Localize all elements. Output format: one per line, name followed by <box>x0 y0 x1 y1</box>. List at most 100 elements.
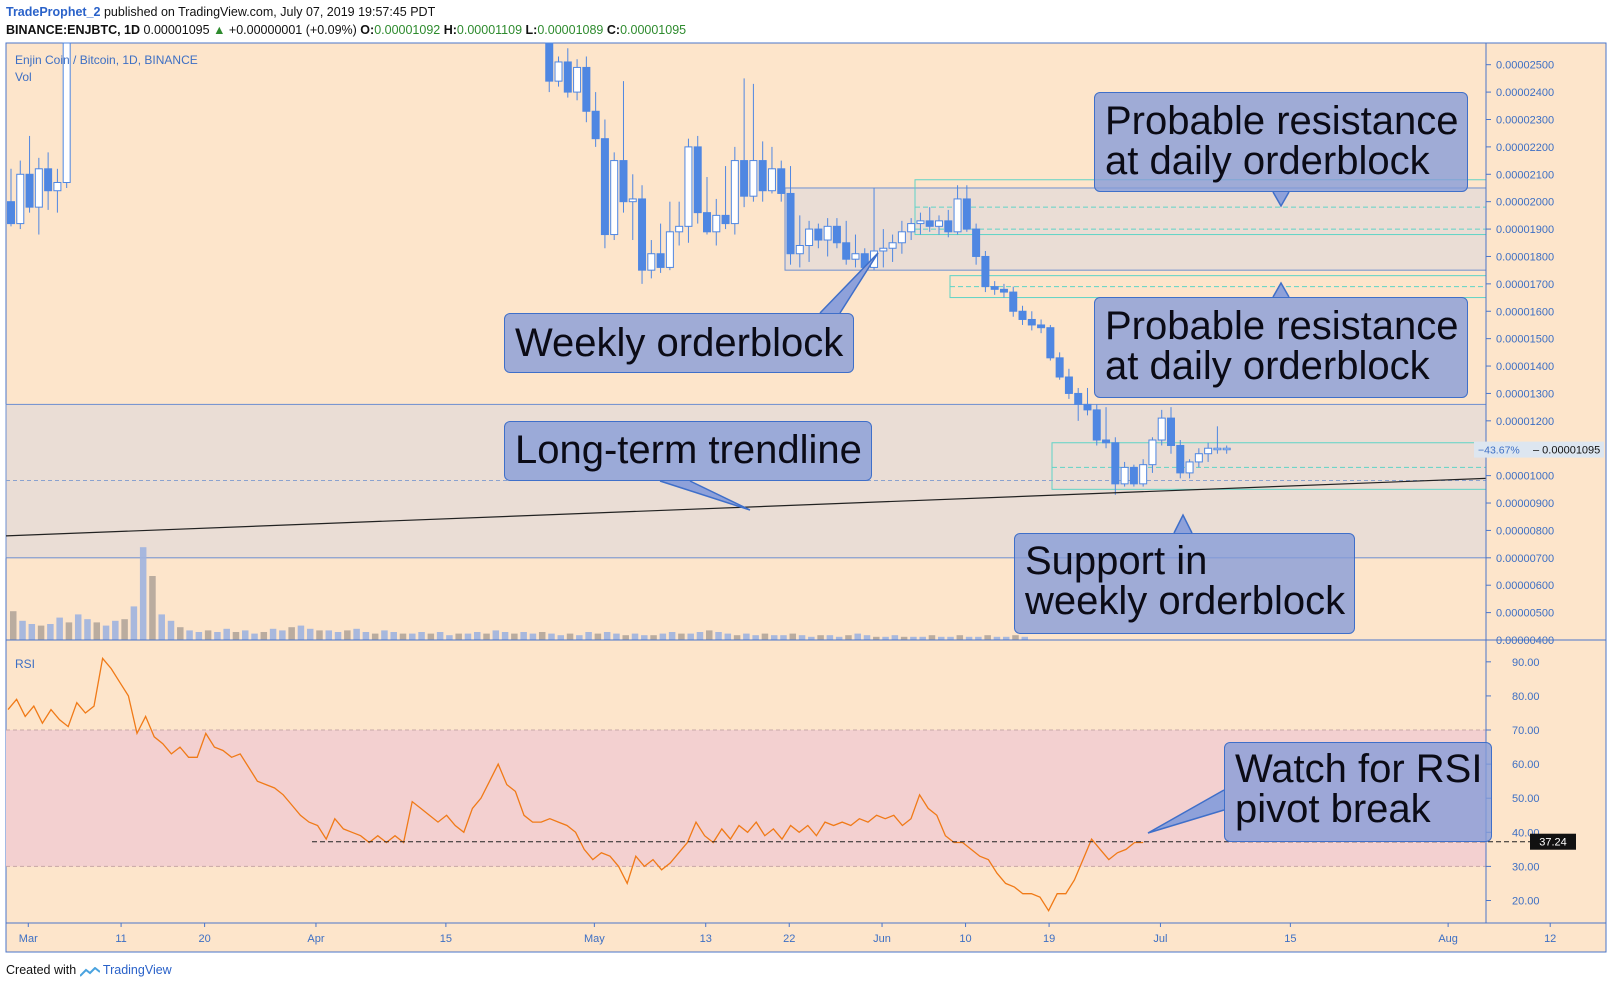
rsi-tick-label: 30.00 <box>1512 861 1540 873</box>
candle-body <box>1167 417 1175 446</box>
volume-bar <box>993 636 1001 640</box>
volume-bar <box>826 635 834 640</box>
close-label: C: <box>606 23 621 37</box>
volume-bar <box>882 636 889 640</box>
volume-bar <box>752 635 759 640</box>
volume-bar <box>576 635 583 640</box>
volume-bar <box>873 636 880 640</box>
rsi-tick-label: 90.00 <box>1512 657 1540 669</box>
x-tick-label: 13 <box>700 933 712 945</box>
annotation-support[interactable]: Support in weekly orderblock <box>1014 533 1355 634</box>
volume-bar <box>947 636 954 640</box>
volume-bar <box>1002 636 1010 640</box>
volume-bar <box>511 633 518 640</box>
x-tick-label: 15 <box>440 933 452 945</box>
volume-bar <box>928 635 936 640</box>
candle-body <box>842 242 851 260</box>
open-value: 0.00001092 <box>374 23 441 37</box>
volume-bar <box>344 630 351 640</box>
annotation-weekly-orderblock[interactable]: Weekly orderblock <box>504 313 854 373</box>
volume-bar <box>696 632 704 640</box>
x-tick-label: Mar <box>19 933 38 945</box>
author-name[interactable]: TradeProphet_2 <box>6 5 101 19</box>
tradingview-link[interactable]: TradingView <box>102 963 172 977</box>
volume-bar <box>678 633 685 640</box>
volume-bar <box>492 630 500 640</box>
volume-bar <box>10 611 17 640</box>
x-tick-label: Jun <box>873 933 891 945</box>
candle-body <box>703 212 711 233</box>
volume-bar <box>232 632 240 640</box>
volume-bar <box>668 632 676 640</box>
y-tick-label: 0.00001200 <box>1496 416 1554 428</box>
candle-body <box>563 61 572 93</box>
rsi-value-tag <box>1530 833 1576 850</box>
volume-bar <box>316 630 323 640</box>
candle-body <box>1222 447 1231 451</box>
candle-body <box>786 192 795 255</box>
x-tick-label: 19 <box>1043 933 1055 945</box>
open-label: O: <box>360 23 375 37</box>
candle-body <box>1046 327 1055 359</box>
candle-body <box>1120 466 1129 485</box>
annotation-daily-resistance-upper[interactable]: Probable resistance at daily orderblock <box>1094 92 1468 192</box>
y-tick-label: 0.00001000 <box>1496 471 1554 483</box>
volume-bar <box>659 633 667 640</box>
annotation-trendline[interactable]: Long-term trendline <box>504 421 872 481</box>
candle-body <box>1027 318 1036 326</box>
y-tick-label: 0.00000800 <box>1496 525 1554 537</box>
y-tick-label: 0.00000500 <box>1496 608 1554 620</box>
volume-bar <box>37 625 45 640</box>
volume-bar <box>641 635 648 640</box>
candle-body <box>1157 417 1166 441</box>
candle-body <box>1213 447 1222 451</box>
y-tick-label: 0.00002300 <box>1496 114 1554 126</box>
volume-bar <box>455 633 462 640</box>
volume-bar <box>761 633 769 640</box>
candle-body <box>1148 439 1157 466</box>
candle-body <box>712 214 721 233</box>
volume-bar <box>381 630 388 640</box>
candle-body <box>916 220 925 225</box>
candle-body <box>53 181 62 192</box>
x-tick-label: Apr <box>307 933 324 945</box>
volume-bar <box>956 635 964 640</box>
rsi-tick-label: 80.00 <box>1512 691 1540 703</box>
volume-bars <box>10 547 1029 640</box>
volume-bar <box>297 625 305 640</box>
candle-body <box>638 198 647 271</box>
candle-body <box>777 168 786 194</box>
volume-bar <box>631 633 639 640</box>
volume-bar <box>706 630 713 640</box>
annotation-line: weekly orderblock <box>1025 579 1346 623</box>
x-tick-label: 10 <box>959 933 971 945</box>
candle-body <box>1185 461 1194 474</box>
volume-bar <box>817 635 824 640</box>
volume-bar <box>436 632 444 640</box>
candle-body <box>962 198 971 230</box>
rsi-line <box>7 656 1144 913</box>
candle-body <box>1204 447 1213 455</box>
annotation-rsi-pivot[interactable]: Watch for RSI pivot break <box>1224 742 1492 842</box>
candle-body <box>545 42 554 82</box>
candle-body <box>935 220 943 227</box>
annotation-line: Long-term trendline <box>515 428 862 472</box>
symbol-legend: BINANCE:ENJBTC, 1D 0.00001095 ▲ +0.00000… <box>6 23 686 37</box>
candles <box>7 42 1231 495</box>
candle-body <box>693 146 702 214</box>
candle-body <box>823 225 832 241</box>
annotation-daily-resistance-lower[interactable]: Probable resistance at daily orderblock <box>1094 297 1468 398</box>
volume-bar <box>835 636 843 640</box>
volume-bar <box>251 633 258 640</box>
x-tick-label: 11 <box>115 933 126 945</box>
candle-body <box>573 66 582 93</box>
chart-title: Enjin Coin / Bitcoin, 1D, BINANCE <box>15 53 198 67</box>
close-value: 0.00001095 <box>620 23 687 37</box>
candle-body <box>684 146 693 227</box>
volume-bar <box>938 636 945 640</box>
volume-bar <box>474 632 481 640</box>
volume-bar <box>84 619 91 640</box>
symbol-name: BINANCE:ENJBTC, 1D <box>6 23 141 37</box>
volume-bar <box>464 633 472 640</box>
up-arrow-icon: ▲ <box>213 23 226 37</box>
